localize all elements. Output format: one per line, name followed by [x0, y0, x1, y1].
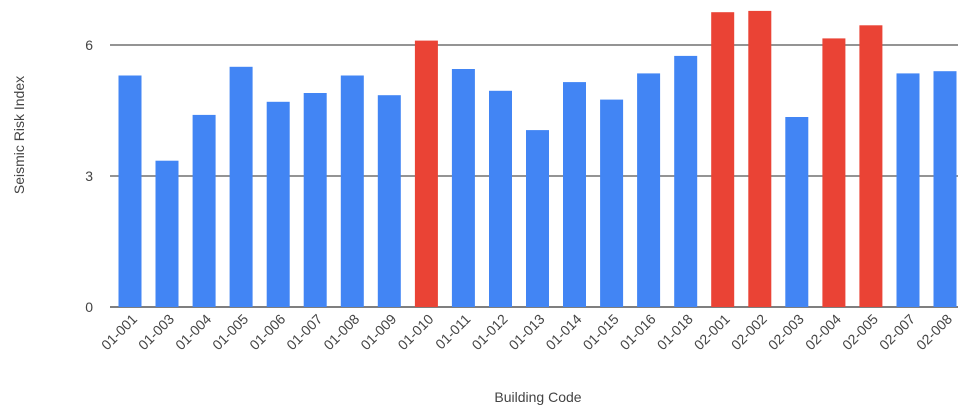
bar-01-003: [155, 160, 179, 307]
bar-02-002: [748, 10, 772, 308]
x-tick-label: 01-006: [246, 311, 288, 353]
bar-01-010: [414, 40, 438, 307]
x-tick-labels: 01-00101-00301-00401-00501-00601-00701-0…: [98, 311, 955, 353]
y-tick-label: 3: [85, 168, 93, 184]
bar-01-016: [637, 73, 661, 308]
x-tick-label: 01-007: [283, 311, 325, 353]
bar-01-004: [192, 114, 216, 308]
x-tick-label: 01-008: [320, 311, 362, 353]
x-tick-label: 01-009: [357, 311, 399, 353]
bar-02-003: [785, 117, 809, 307]
bar-02-005: [859, 25, 883, 308]
x-tick-label: 01-004: [172, 311, 214, 353]
bar-01-011: [451, 69, 475, 307]
bar-01-008: [340, 75, 364, 307]
bar-01-013: [526, 130, 549, 307]
y-tick-labels: 0 3 6: [85, 37, 93, 315]
x-tick-label: 02-008: [913, 311, 955, 353]
x-tick-label: 01-012: [468, 311, 510, 353]
bar-01-009: [377, 95, 401, 307]
bar-02-007: [896, 73, 920, 308]
x-tick-label: 01-015: [580, 311, 622, 353]
x-tick-label: 02-001: [691, 311, 733, 353]
x-tick-label: 01-016: [617, 311, 659, 353]
x-tick-label: 01-018: [654, 311, 696, 353]
bar-01-018: [674, 55, 698, 308]
x-tick-label: 01-011: [432, 311, 474, 353]
bar-01-015: [600, 99, 624, 307]
x-tick-label: 02-003: [765, 311, 807, 353]
bar-01-007: [303, 93, 327, 307]
bar-02-004: [822, 38, 846, 308]
x-axis-title: Building Code: [494, 389, 581, 405]
bar-01-012: [489, 90, 512, 307]
bar-02-001: [711, 12, 735, 307]
bar-01-006: [266, 101, 290, 307]
x-tick-label: 01-003: [135, 311, 177, 353]
x-tick-label: 01-005: [209, 311, 251, 353]
x-tick-label: 01-014: [542, 311, 584, 353]
bar-01-001: [118, 75, 142, 307]
bar-01-005: [229, 66, 253, 307]
x-tick-label: 02-002: [728, 311, 770, 353]
x-tick-label: 02-004: [802, 311, 844, 353]
x-tick-label: 02-007: [876, 311, 918, 353]
y-tick-label: 6: [85, 37, 93, 53]
bars: [118, 10, 957, 308]
bar-02-008: [933, 71, 957, 307]
x-tick-label: 02-005: [839, 311, 881, 353]
y-axis-title: Seismic Risk Index: [11, 76, 27, 194]
x-tick-label: 01-013: [505, 311, 547, 353]
bar-01-014: [563, 82, 586, 307]
x-tick-label: 01-001: [98, 311, 140, 353]
y-tick-label: 0: [85, 299, 93, 315]
x-tick-label: 01-010: [394, 311, 436, 353]
